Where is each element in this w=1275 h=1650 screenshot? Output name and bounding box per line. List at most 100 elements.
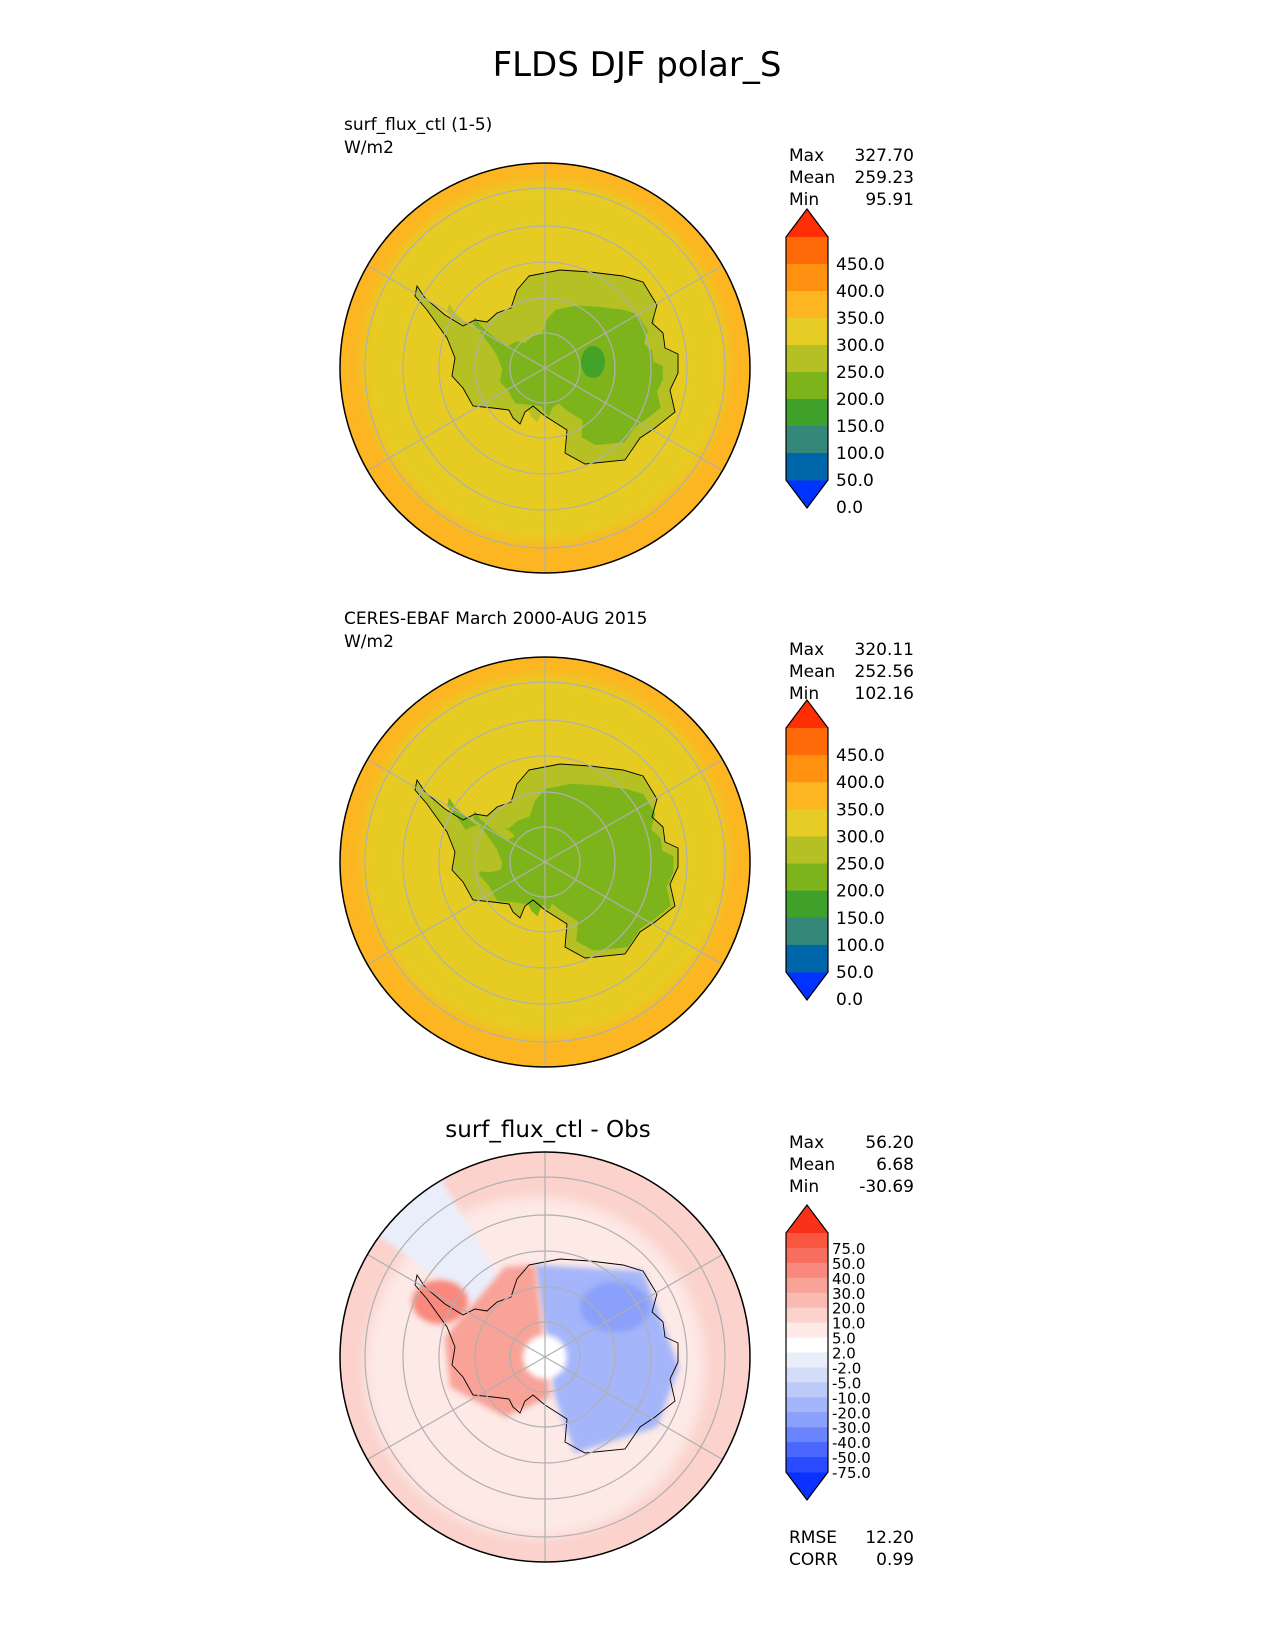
colorbar-segment [786,264,828,292]
colorbar-extension-max [786,700,828,728]
stat-label: Mean [789,168,835,188]
colorbar-segment [786,1247,828,1264]
stat-value: -30.69 [859,1177,914,1197]
stat-value: 56.20 [865,1133,914,1153]
diff-band [412,1280,468,1324]
panel-units: W/m2 [344,632,394,652]
stats-box: Max 56.20 Mean 6.68 Min -30.69 [789,1133,914,1197]
colorbar-tick-label: 200.0 [836,882,885,902]
figure-title: FLDS DJF polar_S [493,45,782,85]
stat-label: Min [789,1177,819,1197]
meridian-line [544,367,723,472]
land-band [473,305,663,446]
diff-band [445,1265,550,1417]
land-band [473,799,663,940]
colorbar-segment [786,1367,828,1383]
map-boundary [339,656,751,1068]
colorbar-segment [786,1322,828,1339]
panel-diff: surf_flux_ctl - Obs Max 56.20 Mean 6.68 … [339,1117,914,1570]
colorbar-tick-label: -5.0 [832,1374,861,1392]
meridian-line [544,1253,723,1358]
colorbar-segment [786,399,828,427]
land-band [581,840,605,872]
colorbar-tick-label: 10.0 [832,1315,865,1333]
stat-value: 252.56 [855,662,914,682]
colorbar-tick-label: -30.0 [832,1419,871,1437]
stat-value: 259.23 [855,168,914,188]
colorbar-tick-label: 400.0 [836,773,885,793]
colorbar-tick-label: 100.0 [836,936,885,956]
colorbar-segment [786,1442,828,1458]
map-gridlines [364,657,726,1067]
colorbar-tick-label: 40.0 [832,1270,865,1288]
colorbar-segment [786,809,828,837]
metrics-box: RMSE 12.20 CORR 0.99 [789,1528,914,1570]
metric-label: RMSE [789,1528,837,1548]
colorbar-tick-label: 50.0 [836,963,874,983]
coastline [414,1258,679,1454]
colorbar-tick-label: -75.0 [832,1464,871,1482]
colorbar-tick-label: 150.0 [836,909,885,929]
diff-band [580,1282,650,1332]
colorbar-segment [786,728,828,756]
colorbar-tick-label: 30.0 [832,1285,865,1303]
stat-value: 6.68 [876,1155,914,1175]
colorbar-outline [785,208,829,509]
colorbar-tick-label: 400.0 [836,282,885,302]
colorbar-tick-label: 100.0 [836,444,885,464]
colorbar: 450.0 400.0 350.0 300.0 250.0 200.0 150.0 100.0… [785,208,885,518]
colorbar-segment [786,782,828,810]
colorbar-tick-label: -40.0 [832,1434,871,1452]
colorbar-segment [786,1352,828,1368]
colorbar-tick-label: 50.0 [832,1255,865,1273]
meridian-line [544,1356,723,1461]
meridian-line [367,264,546,369]
colorbar-extension-max [786,1205,828,1233]
colorbar-segment [786,1277,828,1294]
colorbar-tick-label: 0.0 [836,498,863,518]
stat-label: Min [789,684,819,704]
metric-label: CORR [789,1550,838,1570]
colorbar-segment [786,291,828,319]
colorbar-segment [786,453,828,481]
stat-label: Mean [789,662,835,682]
colorbar-tick-label: 2.0 [832,1345,856,1363]
colorbar-segment [786,318,828,346]
coastline [414,269,679,465]
colorbar-tick-label: 300.0 [836,336,885,356]
metric-value: 12.20 [865,1528,914,1548]
colorbar-segment [786,372,828,400]
colorbar-extension-min [786,1472,828,1500]
colorbar-tick-label: 200.0 [836,390,885,410]
colorbar-segment [786,1427,828,1443]
colorbar-segment [786,1337,828,1353]
meridian-line [367,1356,546,1461]
meridian-line [367,758,546,863]
colorbar-segment [786,426,828,454]
colorbar-tick-label: -20.0 [832,1404,871,1422]
panel-title: surf_flux_ctl (1-5) [344,115,492,135]
stat-value: 95.91 [865,190,914,210]
colorbar-outline [785,1204,829,1501]
colorbar-extension-min [786,480,828,508]
colorbar-segment [786,1397,828,1413]
colorbar-tick-label: -2.0 [832,1359,861,1377]
map-boundary [339,1151,751,1563]
meridian-line [367,367,546,472]
map-gridlines [364,1152,726,1562]
stat-value: 327.70 [855,146,914,166]
colorbar-segment [786,836,828,865]
coastline [414,763,679,959]
colorbar-segment [786,1457,828,1473]
colorbar-tick-label: -50.0 [832,1449,871,1467]
panel-model: surf_flux_ctl (1-5) W/m2 Max 327.70 Mean… [339,115,914,574]
colorbar-extension-max [786,209,828,237]
meridian-line [544,861,723,966]
colorbar-tick-label: 0.0 [836,990,863,1010]
land-band [581,346,605,378]
panel-title: surf_flux_ctl - Obs [445,1117,650,1143]
colorbar-tick-label: 75.0 [832,1240,865,1258]
colorbar-tick-label: 150.0 [836,417,885,437]
colorbar: 450.0 400.0 350.0 300.0 250.0 200.0 150.0 100.0… [785,699,885,1010]
